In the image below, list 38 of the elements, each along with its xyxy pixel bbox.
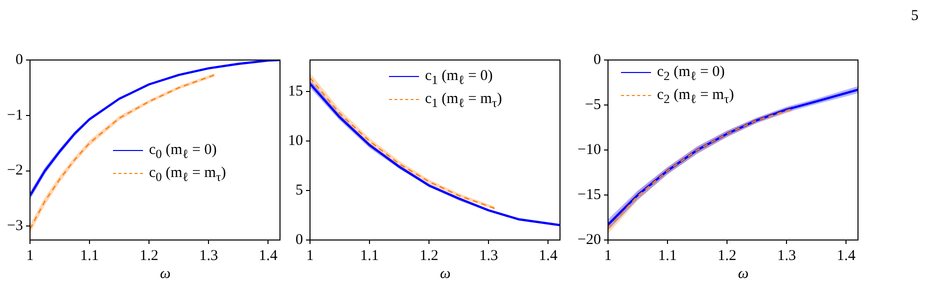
x-tick-label: 1.2: [420, 248, 438, 264]
legend-label: c$_{0}$ (m$_{ℓ}$ = m$_{τ}$): [149, 165, 226, 184]
x-tick-label: 1: [604, 248, 612, 264]
x-axis-title: ω: [440, 266, 451, 283]
x-tick-label: 1.2: [140, 248, 158, 264]
x-tick-label: 1.4: [538, 248, 558, 264]
legend-label: c$_{0}$ (m$_{ℓ}$ = 0): [149, 142, 217, 161]
x-tick-label: 1.1: [658, 248, 677, 264]
x-tick-label: 1.4: [836, 248, 856, 264]
y-tick-label: −1: [7, 107, 23, 124]
x-tick-label: 1.3: [479, 248, 498, 264]
x-tick-label: 1.1: [360, 248, 379, 264]
x-tick-label: 1.3: [199, 248, 218, 264]
y-tick-label: 15: [288, 84, 303, 100]
legend-label: c$_{1}$ (m$_{ℓ}$ = m$_{τ}$): [425, 91, 502, 110]
y-tick-label: −20: [578, 232, 601, 248]
x-tick-label: 1.1: [80, 248, 99, 264]
y-tick-label: −10: [578, 142, 601, 158]
x-tick-label: 1: [306, 248, 314, 264]
x-axis-title: ω: [738, 266, 749, 283]
y-tick-label: −2: [7, 162, 23, 179]
y-tick-label: −5: [585, 96, 601, 113]
text: 5: [911, 8, 918, 25]
y-tick-label: −15: [578, 186, 601, 203]
x-tick-label: 1.2: [718, 248, 736, 264]
y-tick-label: 5: [296, 182, 303, 198]
y-tick-label: 10: [288, 133, 303, 150]
x-tick-label: 1.4: [258, 248, 278, 264]
legend-label: c$_{2}$ (m$_{ℓ}$ = m$_{τ}$): [657, 87, 734, 106]
x-tick-label: 1: [26, 248, 34, 264]
y-tick-label: −3: [7, 218, 23, 234]
y-tick-label: 0: [16, 52, 23, 68]
y-tick-label: 0: [296, 232, 303, 248]
x-tick-label: 1.3: [777, 248, 796, 264]
legend-label: c$_{1}$ (m$_{ℓ}$ = 0): [425, 68, 493, 87]
x-axis-title: ω: [160, 266, 171, 283]
y-tick-label: 0: [594, 52, 601, 68]
legend-label: c$_{2}$ (m$_{ℓ}$ = 0): [657, 64, 725, 83]
